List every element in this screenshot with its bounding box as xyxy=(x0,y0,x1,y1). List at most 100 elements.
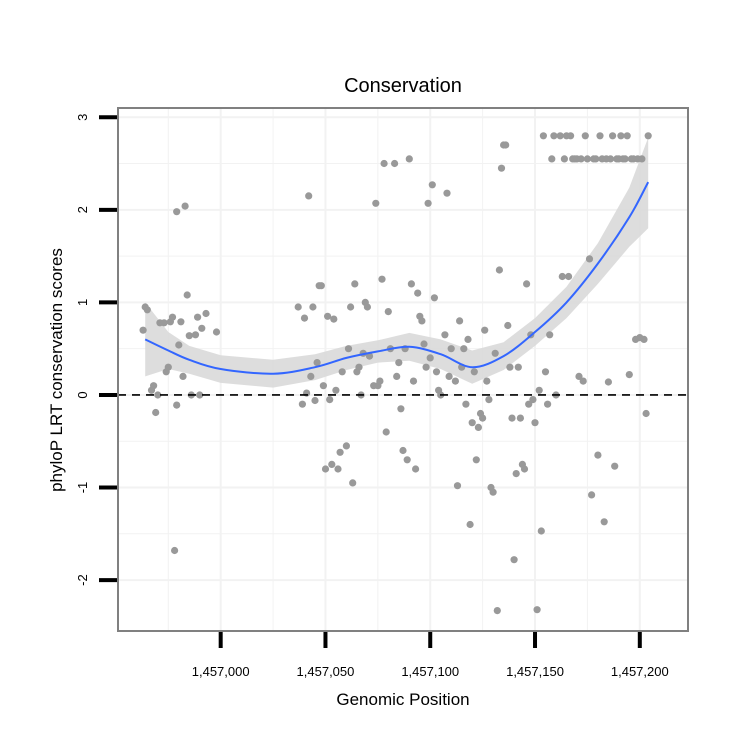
data-point xyxy=(372,199,380,207)
loess-smooth-line xyxy=(144,181,650,375)
y-axis-label: phyloP LRT conservation scores xyxy=(47,248,66,492)
data-point xyxy=(384,308,392,316)
data-point xyxy=(441,331,449,339)
data-point xyxy=(330,315,338,323)
data-point xyxy=(541,368,550,376)
data-point xyxy=(548,155,556,163)
data-point xyxy=(324,312,332,320)
x-axis: 1,457,000 1,457,050 1,457,100 1,457,150 1,45… xyxy=(192,632,669,679)
data-point xyxy=(181,202,189,210)
data-point xyxy=(311,396,319,405)
data-point xyxy=(539,132,548,140)
data-point xyxy=(212,328,221,336)
data-point xyxy=(363,303,371,311)
data-point xyxy=(307,372,315,380)
data-point xyxy=(491,349,499,357)
data-point xyxy=(309,303,317,311)
data-point xyxy=(462,400,470,408)
data-point xyxy=(579,377,587,385)
data-point xyxy=(479,414,487,422)
data-point xyxy=(523,280,531,288)
data-point xyxy=(514,363,522,371)
data-point xyxy=(344,345,353,353)
data-point xyxy=(606,155,615,163)
data-point xyxy=(399,446,407,455)
data-point xyxy=(326,396,334,404)
data-point xyxy=(609,132,617,140)
data-point xyxy=(472,456,480,464)
data-point xyxy=(175,341,183,349)
data-point xyxy=(516,414,525,422)
data-point xyxy=(407,280,415,288)
data-point xyxy=(177,318,185,326)
data-point xyxy=(483,377,491,385)
data-point xyxy=(621,155,629,163)
data-point xyxy=(342,442,350,450)
data-point xyxy=(202,309,210,318)
y-tick-label: 1 xyxy=(75,299,90,306)
data-point xyxy=(154,391,162,399)
data-point xyxy=(642,409,650,418)
data-point xyxy=(456,317,464,325)
data-point xyxy=(194,313,202,321)
data-point xyxy=(556,132,564,140)
data-point xyxy=(447,345,455,353)
data-point xyxy=(328,460,336,468)
data-point xyxy=(537,527,545,535)
data-point xyxy=(412,465,420,473)
data-point xyxy=(420,340,428,348)
data-point xyxy=(565,272,573,281)
data-point xyxy=(466,520,474,529)
data-point xyxy=(428,181,436,189)
data-point xyxy=(443,189,451,197)
data-point xyxy=(558,272,566,281)
chart-title: Conservation xyxy=(344,75,462,97)
data-point xyxy=(445,372,453,380)
data-point xyxy=(382,428,390,436)
data-point xyxy=(460,345,468,353)
data-point xyxy=(432,368,441,376)
data-point xyxy=(409,377,418,385)
y-tick-label: 3 xyxy=(75,114,90,121)
data-point xyxy=(596,132,604,140)
y-tick-label: 2 xyxy=(75,206,90,213)
data-point xyxy=(485,396,493,404)
data-point xyxy=(581,132,589,140)
data-point xyxy=(588,491,596,499)
data-point xyxy=(583,155,592,163)
data-point xyxy=(525,400,533,408)
data-point xyxy=(349,479,357,487)
data-point xyxy=(168,313,177,321)
y-tick-label: -2 xyxy=(75,574,90,586)
y-tick-label: 0 xyxy=(75,391,90,398)
data-point xyxy=(405,155,413,163)
data-point xyxy=(489,488,497,496)
data-point xyxy=(430,294,438,302)
data-point xyxy=(422,363,430,371)
data-point xyxy=(298,400,306,408)
data-point xyxy=(502,141,510,149)
data-point xyxy=(481,326,489,334)
x-tick-label: 1,457,150 xyxy=(506,664,564,679)
data-point xyxy=(150,382,158,390)
x-axis-label: Genomic Position xyxy=(336,690,469,709)
data-point xyxy=(294,303,302,311)
data-point xyxy=(391,159,399,168)
data-point xyxy=(451,377,459,385)
x-tick-label: 1,457,100 xyxy=(401,664,459,679)
data-point xyxy=(474,423,482,431)
data-point xyxy=(464,335,472,343)
data-point xyxy=(577,155,585,163)
data-point xyxy=(305,192,313,200)
smooth-line-layer xyxy=(144,181,650,375)
data-point xyxy=(604,378,613,386)
panel-border xyxy=(117,107,689,632)
data-point xyxy=(611,462,619,470)
data-point xyxy=(497,164,506,172)
data-point xyxy=(506,363,514,371)
data-point xyxy=(493,607,501,615)
data-point xyxy=(143,306,151,314)
data-point xyxy=(164,363,172,371)
data-point xyxy=(403,456,411,464)
